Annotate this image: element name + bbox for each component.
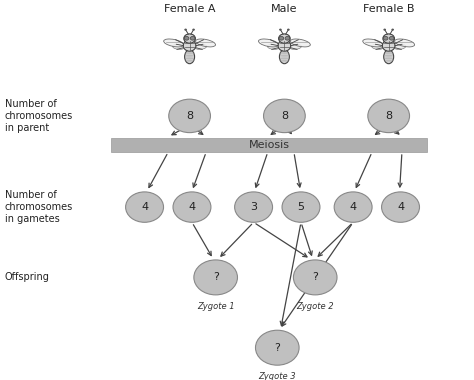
Text: Male: Male [271,5,298,14]
Circle shape [279,28,282,31]
Ellipse shape [185,57,194,59]
Circle shape [334,192,372,222]
Text: 8: 8 [385,111,392,121]
Ellipse shape [185,60,194,62]
Ellipse shape [195,44,207,49]
Text: 4: 4 [141,202,148,212]
Circle shape [184,34,195,43]
Circle shape [184,36,189,40]
Text: 4: 4 [349,202,357,212]
Ellipse shape [384,60,393,62]
Ellipse shape [383,50,393,64]
Text: 8: 8 [281,111,288,121]
Text: Zygote 3: Zygote 3 [258,372,296,380]
Circle shape [184,28,187,31]
Circle shape [383,28,386,31]
Ellipse shape [185,55,194,57]
Text: ?: ? [312,272,318,282]
Text: Offspring: Offspring [5,272,50,282]
Ellipse shape [383,40,395,51]
Circle shape [279,34,290,43]
Circle shape [383,34,394,43]
Text: ?: ? [274,343,280,353]
Ellipse shape [164,39,183,47]
Circle shape [126,192,164,222]
Text: 3: 3 [250,202,257,212]
Circle shape [235,192,273,222]
Ellipse shape [279,50,289,64]
Circle shape [264,99,305,133]
Ellipse shape [384,52,393,54]
Circle shape [392,28,394,31]
FancyBboxPatch shape [111,138,427,152]
Text: 4: 4 [397,202,404,212]
Ellipse shape [395,39,415,47]
Circle shape [383,36,388,40]
Text: Number of
chromosomes
in parent: Number of chromosomes in parent [5,99,73,133]
Ellipse shape [363,39,383,47]
Ellipse shape [173,44,184,49]
Ellipse shape [267,44,279,49]
Ellipse shape [384,55,393,57]
Circle shape [293,260,337,295]
Ellipse shape [185,50,195,64]
Ellipse shape [394,44,406,49]
Text: Female A: Female A [164,5,215,14]
Text: 4: 4 [188,202,196,212]
Circle shape [190,36,195,40]
Circle shape [389,36,394,40]
Circle shape [282,192,320,222]
Circle shape [368,99,410,133]
Circle shape [255,330,299,365]
Circle shape [287,28,290,31]
Text: Number of
chromosomes
in gametes: Number of chromosomes in gametes [5,190,73,224]
Text: 5: 5 [298,202,304,212]
Circle shape [285,36,290,40]
Ellipse shape [278,40,291,51]
Circle shape [194,260,237,295]
Ellipse shape [290,44,301,49]
Circle shape [169,99,210,133]
Text: ?: ? [213,272,219,282]
Text: 8: 8 [186,111,193,121]
Ellipse shape [183,40,196,51]
Ellipse shape [280,55,289,57]
Ellipse shape [280,60,289,62]
Ellipse shape [291,39,310,47]
Text: Female B: Female B [363,5,414,14]
Ellipse shape [384,57,393,59]
Text: Zygote 1: Zygote 1 [197,302,235,311]
Ellipse shape [280,57,289,59]
Ellipse shape [196,39,216,47]
Circle shape [192,28,195,31]
Text: Zygote 2: Zygote 2 [296,302,334,311]
Ellipse shape [280,52,289,54]
Circle shape [279,36,284,40]
Ellipse shape [185,52,194,54]
Ellipse shape [258,39,278,47]
Text: Meiosis: Meiosis [248,140,290,150]
Circle shape [382,192,419,222]
Circle shape [173,192,211,222]
Ellipse shape [372,44,383,49]
